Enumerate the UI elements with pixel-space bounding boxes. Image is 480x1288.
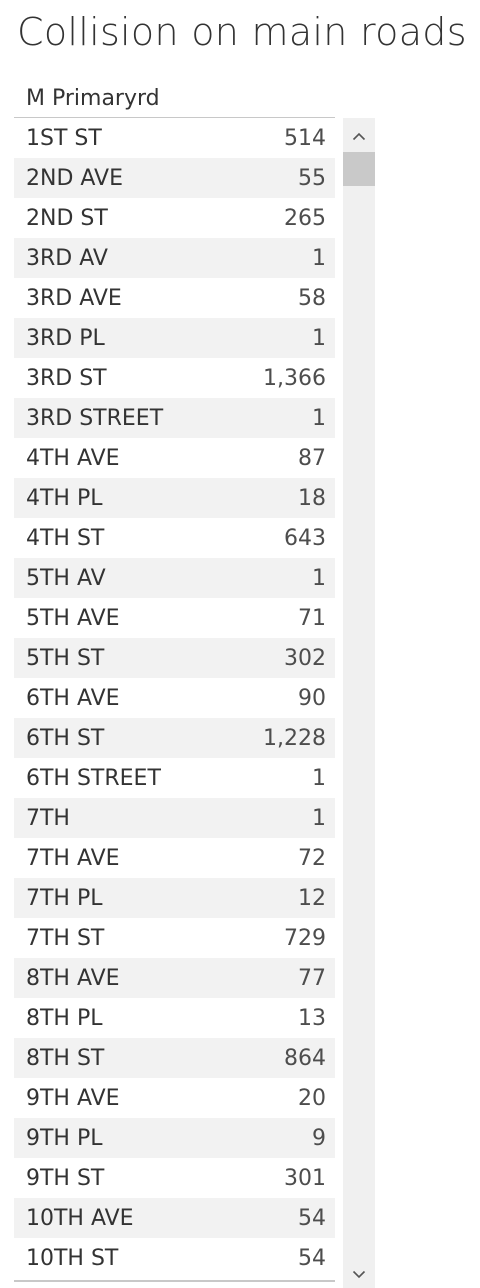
- collision-count-cell: 54: [298, 1245, 326, 1271]
- page-title: Collision on main roads: [17, 10, 467, 54]
- scroll-down-button[interactable]: [343, 1258, 375, 1288]
- collision-count-cell: 13: [298, 1005, 326, 1031]
- table-row[interactable]: 10TH ST 54: [14, 1238, 335, 1278]
- road-name-cell: 2ND ST: [26, 205, 108, 231]
- collision-count-cell: 1: [312, 765, 326, 791]
- road-name-cell: 4TH PL: [26, 485, 103, 511]
- road-name-cell: 9TH AVE: [26, 1085, 120, 1111]
- table-bottom-divider: [14, 1280, 335, 1282]
- road-name-cell: 10TH AVE: [26, 1205, 134, 1231]
- road-name-cell: 6TH STREET: [26, 765, 161, 791]
- road-name-cell: 6TH AVE: [26, 685, 120, 711]
- road-name-cell: 9TH PL: [26, 1125, 103, 1151]
- road-name-cell: 4TH AVE: [26, 445, 120, 471]
- collision-count-cell: 1: [312, 325, 326, 351]
- road-name-cell: 3RD AV: [26, 245, 108, 271]
- table-row[interactable]: 9TH AVE 20: [14, 1078, 335, 1118]
- collision-count-cell: 1,366: [263, 365, 326, 391]
- road-name-cell: 1ST ST: [26, 125, 102, 151]
- chevron-down-icon: [352, 1264, 366, 1283]
- road-name-cell: 7TH ST: [26, 925, 105, 951]
- collision-count-cell: 1: [312, 405, 326, 431]
- table-row[interactable]: 10TH AVE 54: [14, 1198, 335, 1238]
- table-row[interactable]: 9TH PL 9: [14, 1118, 335, 1158]
- table-row[interactable]: 5TH ST 302: [14, 638, 335, 678]
- table-row[interactable]: 3RD ST 1,366: [14, 358, 335, 398]
- road-name-cell: 7TH PL: [26, 885, 103, 911]
- table-row[interactable]: 2ND ST 265: [14, 198, 335, 238]
- collision-count-cell: 90: [298, 685, 326, 711]
- road-name-cell: 8TH ST: [26, 1045, 105, 1071]
- road-name-cell: 5TH AVE: [26, 605, 120, 631]
- collision-count-cell: 87: [298, 445, 326, 471]
- collision-count-cell: 12: [298, 885, 326, 911]
- road-name-cell: 2ND AVE: [26, 165, 123, 191]
- table-row[interactable]: 3RD AV 1: [14, 238, 335, 278]
- table-row[interactable]: 5TH AV 1: [14, 558, 335, 598]
- road-name-cell: 5TH AV: [26, 565, 106, 591]
- road-name-cell: 10TH ST: [26, 1245, 119, 1271]
- collision-count-cell: 1: [312, 565, 326, 591]
- table-row[interactable]: 4TH PL 18: [14, 478, 335, 518]
- column-header-primary-road[interactable]: M Primaryrd: [26, 86, 160, 111]
- header-divider: [14, 117, 335, 118]
- road-name-cell: 3RD ST: [26, 365, 107, 391]
- table-row[interactable]: 3RD STREET 1: [14, 398, 335, 438]
- table-row[interactable]: 1ST ST 514: [14, 118, 335, 158]
- collision-count-cell: 20: [298, 1085, 326, 1111]
- table-row[interactable]: 9TH ST 301: [14, 1158, 335, 1198]
- road-name-cell: 3RD AVE: [26, 285, 122, 311]
- table-row[interactable]: 3RD PL 1: [14, 318, 335, 358]
- table-row[interactable]: 8TH AVE 77: [14, 958, 335, 998]
- table-row[interactable]: 7TH 1: [14, 798, 335, 838]
- road-name-cell: 6TH ST: [26, 725, 105, 751]
- table-row[interactable]: 4TH AVE 87: [14, 438, 335, 478]
- table-row[interactable]: 7TH ST 729: [14, 918, 335, 958]
- collision-count-cell: 58: [298, 285, 326, 311]
- collision-count-cell: 1,228: [263, 725, 326, 751]
- table-row[interactable]: 8TH ST 864: [14, 1038, 335, 1078]
- table-row[interactable]: 7TH AVE 72: [14, 838, 335, 878]
- collision-count-cell: 71: [298, 605, 326, 631]
- table-row[interactable]: 6TH STREET 1: [14, 758, 335, 798]
- table-row[interactable]: 4TH ST 643: [14, 518, 335, 558]
- road-name-cell: 5TH ST: [26, 645, 105, 671]
- table-row[interactable]: 3RD AVE 58: [14, 278, 335, 318]
- road-name-cell: 3RD STREET: [26, 405, 164, 431]
- collision-count-cell: 77: [298, 965, 326, 991]
- vertical-scrollbar[interactable]: [343, 118, 375, 1288]
- road-name-cell: 7TH AVE: [26, 845, 120, 871]
- collision-count-cell: 729: [284, 925, 326, 951]
- table-row[interactable]: 2ND AVE 55: [14, 158, 335, 198]
- collision-count-cell: 514: [284, 125, 326, 151]
- road-name-cell: 4TH ST: [26, 525, 105, 551]
- table-row[interactable]: 5TH AVE 71: [14, 598, 335, 638]
- collision-count-cell: 301: [284, 1165, 326, 1191]
- table-row[interactable]: 6TH AVE 90: [14, 678, 335, 718]
- collision-count-cell: 18: [298, 485, 326, 511]
- road-name-cell: 8TH PL: [26, 1005, 103, 1031]
- table-row[interactable]: 8TH PL 13: [14, 998, 335, 1038]
- scroll-up-button[interactable]: [343, 118, 375, 152]
- table-row[interactable]: 7TH PL 12: [14, 878, 335, 918]
- collision-count-cell: 1: [312, 245, 326, 271]
- scrollbar-thumb[interactable]: [343, 152, 375, 186]
- road-name-cell: 9TH ST: [26, 1165, 105, 1191]
- collision-count-cell: 643: [284, 525, 326, 551]
- collision-count-cell: 265: [284, 205, 326, 231]
- road-name-cell: 7TH: [26, 805, 70, 831]
- collision-count-cell: 864: [284, 1045, 326, 1071]
- table-row[interactable]: 6TH ST 1,228: [14, 718, 335, 758]
- collision-count-cell: 54: [298, 1205, 326, 1231]
- collision-count-cell: 72: [298, 845, 326, 871]
- collision-count-cell: 1: [312, 805, 326, 831]
- collision-count-cell: 9: [312, 1125, 326, 1151]
- collision-count-cell: 55: [298, 165, 326, 191]
- road-name-cell: 8TH AVE: [26, 965, 120, 991]
- chevron-up-icon: [352, 126, 366, 145]
- collision-count-cell: 302: [284, 645, 326, 671]
- road-name-cell: 3RD PL: [26, 325, 105, 351]
- road-collision-table: 1ST ST 514 2ND AVE 55 2ND ST 265 3RD AV 1 3RD AV…: [14, 118, 335, 1278]
